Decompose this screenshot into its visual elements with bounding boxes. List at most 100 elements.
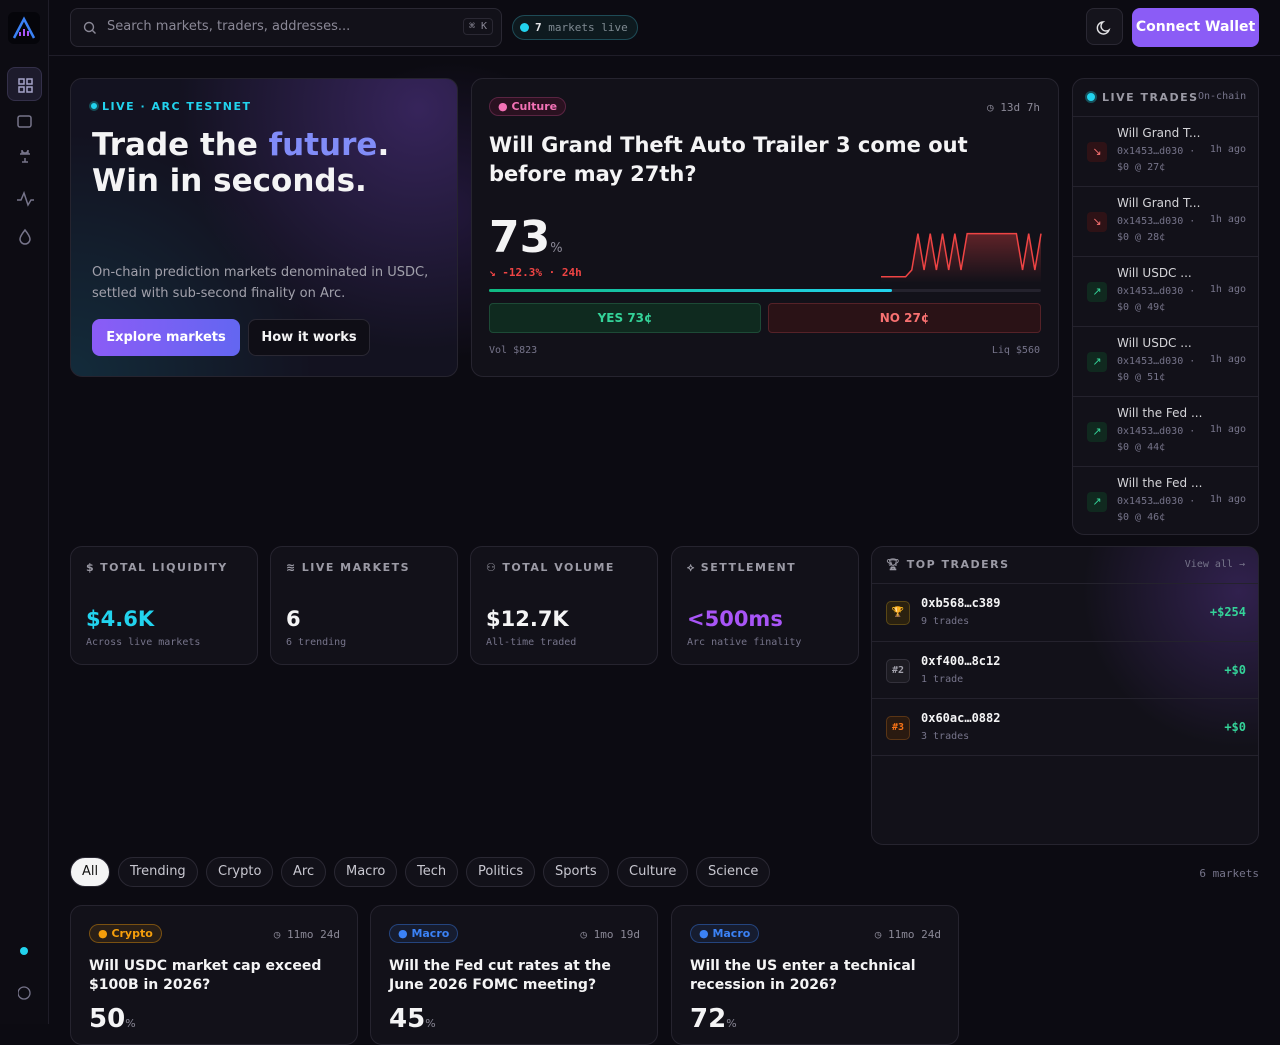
time: 1mo 19d <box>593 928 640 941</box>
stat-card: ≋ LIVE MARKETS 6 6 trending <box>270 546 458 665</box>
no-button[interactable]: NO 27¢ <box>768 303 1041 333</box>
filter-chip[interactable]: Trending <box>118 857 198 887</box>
trade-time: 1h ago <box>1209 144 1246 155</box>
stat-icon: $ <box>86 561 96 574</box>
question: Will USDC market cap exceed $100B in 202… <box>89 958 322 993</box>
stat-label: ⟡ SETTLEMENT <box>687 561 796 575</box>
category-pill: ● Macro <box>690 924 760 943</box>
filter-chip[interactable]: Macro <box>334 857 398 887</box>
time-left: ◷ 11mo 24d <box>874 928 941 941</box>
nav-icons[interactable] <box>14 112 36 252</box>
trader-address: 0xb568…c389 <box>921 596 1001 610</box>
live-trades: LIVE TRADES On-chain ↘ Will Grand T... 0x1… <box>1072 78 1259 535</box>
percent-value: 50 <box>89 1004 126 1034</box>
trader-row[interactable]: 🏆 0xb568…c389 9 trades +$254 <box>872 583 1258 641</box>
trade-price: $0 @ 44¢ <box>1117 442 1166 453</box>
topbar: Search markets, traders, addresses... ⌘ … <box>49 0 1280 56</box>
trader-pnl: +$254 <box>1209 605 1246 619</box>
filter-chip[interactable]: Culture <box>617 857 689 887</box>
title-highlight: future <box>268 127 378 163</box>
trade-icon: ↗ <box>1087 282 1107 302</box>
trader-row[interactable]: #2 0xf400…8c12 1 trade +$0 <box>872 640 1258 699</box>
filter-chip[interactable]: Arc <box>281 857 327 887</box>
percent-value: 72 <box>690 1004 727 1034</box>
trader-address: 0xf400…8c12 <box>921 653 1001 668</box>
stat-value: 6 <box>286 607 301 631</box>
market-card[interactable]: ● Crypto ◷ 11mo 24d Will USDC market cap e… <box>70 905 358 1045</box>
change-period: · 24h <box>548 266 582 279</box>
logo <box>8 12 40 44</box>
traders-title: 🏆︎ TOP TRADERS <box>886 558 1010 571</box>
stat-value: <500ms <box>687 607 783 631</box>
trade-address: 0x1453…d030 · <box>1117 216 1196 227</box>
trade-row[interactable]: ↗ Will USDC ... 0x1453…d030 · 1h ago $0 @ 51… <box>1073 326 1258 396</box>
category: Crypto <box>111 927 153 940</box>
percent-unit: % <box>550 241 563 256</box>
nav-dashboard[interactable] <box>7 67 42 101</box>
traders-title-text: TOP TRADERS <box>906 558 1010 571</box>
trades-title: LIVE TRADES <box>1102 91 1199 104</box>
category: Culture <box>511 100 558 113</box>
sparkline-area <box>881 233 1041 283</box>
category: Macro <box>712 927 751 940</box>
time: 11mo 24d <box>888 928 941 941</box>
stat-label-text: TOTAL VOLUME <box>502 561 615 574</box>
trade-row[interactable]: ↗ Will USDC ... 0x1453…d030 · 1h ago $0 @ 49… <box>1073 256 1258 326</box>
trade-price: $0 @ 51¢ <box>1117 372 1166 383</box>
percent: 72% <box>690 1004 737 1034</box>
trade-time: 1h ago <box>1209 424 1246 435</box>
trader-pnl: +$0 <box>1224 662 1246 677</box>
filter-chip[interactable]: Politics <box>466 857 536 887</box>
connect-wallet[interactable]: Connect Wallet <box>1132 8 1259 47</box>
hero-card: LIVE · ARC TESTNET Trade the future. Win … <box>70 78 458 377</box>
change-value: -12.3% <box>502 266 542 279</box>
filter-chip[interactable]: All <box>70 857 111 887</box>
percent: 50% <box>89 1004 136 1034</box>
top-traders: 🏆︎ TOP TRADERS View all → 🏆 0xb568…c389 9 … <box>871 546 1259 845</box>
market-card[interactable]: ● Macro ◷ 11mo 24d Will the US enter a tec… <box>671 905 959 1045</box>
trade-market: Will USDC ... <box>1117 266 1192 280</box>
search[interactable]: Search markets, traders, addresses... ⌘ … <box>70 8 502 47</box>
trade-row[interactable]: ↘ Will Grand T... 0x1453…d030 · 1h ago $0 @ … <box>1073 186 1258 256</box>
theme-toggle[interactable] <box>1086 8 1123 45</box>
trade-price: $0 @ 49¢ <box>1117 302 1166 313</box>
category-pill: ● Culture <box>489 97 567 116</box>
trader-row[interactable]: #3 0x60ac…0882 3 trades +$0 <box>872 698 1258 756</box>
time-left: ◷ 13d 7h <box>987 101 1040 114</box>
featured-card[interactable]: ● Culture ◷ 13d 7h Will Grand Theft Auto… <box>471 78 1059 377</box>
filter-chip[interactable]: Crypto <box>206 857 274 887</box>
trade-row[interactable]: ↗ Will the Fed ... 0x1453…d030 · 1h ago $0 @… <box>1073 466 1258 534</box>
trade-market: Will the Fed ... <box>1117 476 1203 490</box>
filter-chip[interactable]: Sports <box>543 857 609 887</box>
how-button[interactable]: How it works <box>248 319 370 356</box>
trade-time: 1h ago <box>1209 494 1246 505</box>
title-part: Trade the <box>92 127 269 163</box>
trade-icon: ↗ <box>1087 352 1107 372</box>
filter-chip[interactable]: Science <box>696 857 771 887</box>
stat-card: ⚇ TOTAL VOLUME $12.7K All-time traded <box>470 546 658 665</box>
explore-button[interactable]: Explore markets <box>92 319 240 356</box>
stat-sub: 6 trending <box>286 637 347 648</box>
trade-icon: ↘ <box>1087 212 1107 232</box>
question: Will the Fed cut rates at the June 2026 … <box>389 958 611 993</box>
trade-time: 1h ago <box>1209 354 1246 365</box>
trade-row[interactable]: ↘ Will Grand T... 0x1453…d030 · 1h ago $0 @ … <box>1073 116 1258 186</box>
live-indicator: 7 markets live <box>512 15 638 40</box>
market-card[interactable]: ● Macro ◷ 1mo 19d Will the Fed cut rates a… <box>370 905 658 1045</box>
time-left: ◷ 11mo 24d <box>273 928 340 941</box>
sparkline <box>881 232 1042 278</box>
trade-market: Will Grand T... <box>1117 126 1201 140</box>
trader-address: 0x60ac…0882 <box>921 711 1001 725</box>
stat-card: $ TOTAL LIQUIDITY $4.6K Across live markets <box>70 546 258 665</box>
stat-label-text: TOTAL LIQUIDITY <box>100 561 228 574</box>
filter-chip[interactable]: Tech <box>405 857 459 887</box>
stat-value: $12.7K <box>486 607 569 631</box>
view-all[interactable]: View all → <box>1184 559 1245 570</box>
yes-button[interactable]: YES 73¢ <box>489 303 761 333</box>
hero-badge: LIVE · ARC TESTNET <box>89 100 252 113</box>
trade-row[interactable]: ↗ Will the Fed ... 0x1453…d030 · 1h ago $0 @… <box>1073 396 1258 466</box>
trade-icon: ↘ <box>1087 142 1107 162</box>
stat-icon: ⟡ <box>687 561 696 574</box>
shortcut: ⌘ K <box>462 18 493 35</box>
stat-icon: ≋ <box>286 561 297 574</box>
